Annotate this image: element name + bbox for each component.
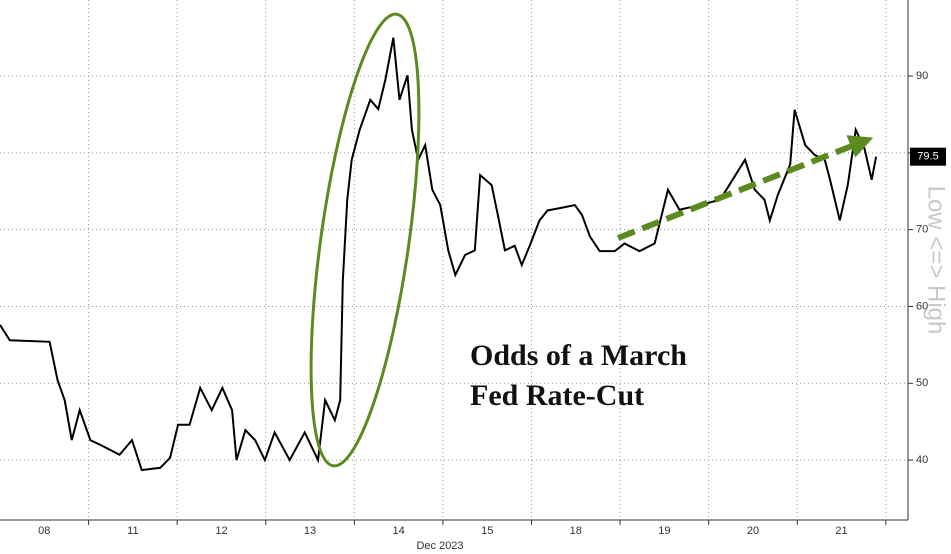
annotation: Fed Rate-Cut: [470, 379, 644, 412]
y-axis-label: Low <=> High: [923, 186, 950, 335]
annotation: Odds of a March: [470, 339, 687, 372]
x-tick-label: 11: [127, 525, 138, 537]
x-tick-label: 14: [393, 525, 405, 537]
x-tick-label: 15: [481, 525, 493, 537]
y-tick-label: 70: [916, 224, 928, 236]
plot: [0, 37, 878, 472]
x-tick-label: 12: [215, 525, 227, 537]
x-tick-label: 20: [747, 525, 759, 537]
x-axis-label: Dec 2023: [416, 540, 463, 552]
x-tick-label: 18: [570, 525, 582, 537]
data-line: [0, 37, 878, 472]
highlight-ellipse: [309, 12, 421, 468]
y-tick-label: 50: [916, 377, 928, 389]
y-tick-label: 90: [916, 70, 928, 82]
x-tick-label: 08: [38, 525, 50, 537]
y-tick-label: 40: [916, 454, 928, 466]
grid: [0, 0, 913, 525]
x-tick-label: 21: [835, 525, 847, 537]
x-tick-label: 13: [304, 525, 316, 537]
trend-arrow: [616, 135, 874, 241]
x-tick-label: 19: [658, 525, 670, 537]
last-value-label: 79.5: [917, 151, 938, 163]
last-value-box: [910, 147, 946, 166]
y-tick-label: 60: [916, 300, 928, 312]
